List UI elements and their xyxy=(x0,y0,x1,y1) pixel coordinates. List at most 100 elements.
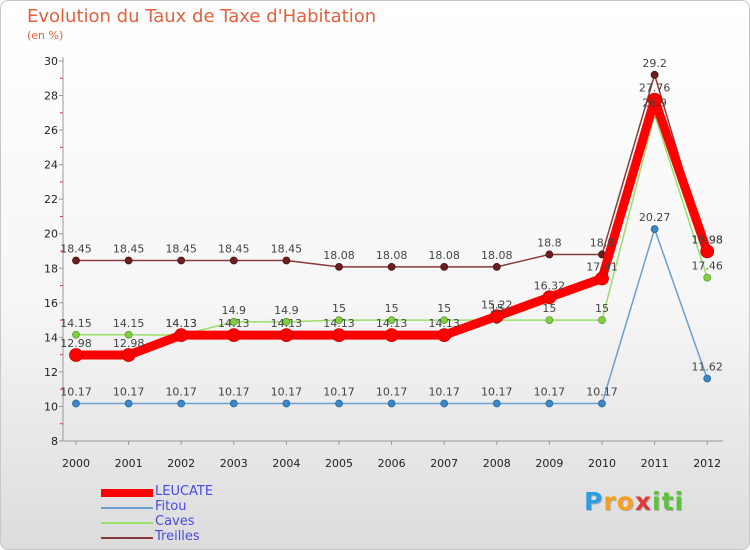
data-label-treilles: 29.2 xyxy=(642,57,667,70)
data-label-fitou: 10.17 xyxy=(323,386,355,399)
data-point-leucate xyxy=(69,348,83,362)
logo-letter: i xyxy=(652,487,662,516)
data-point-leucate xyxy=(332,328,346,343)
data-label-leucate: 14.13 xyxy=(376,317,408,330)
data-point-caves xyxy=(387,316,396,324)
x-tick-label: 2006 xyxy=(378,457,406,470)
data-point-treilles xyxy=(492,262,501,271)
data-point-leucate xyxy=(700,244,715,259)
data-label-leucate: 16.32 xyxy=(534,279,566,292)
data-label-leucate: 12.98 xyxy=(113,337,145,350)
data-label-leucate: 14.13 xyxy=(218,317,250,330)
data-label-caves: 15 xyxy=(490,302,504,315)
data-label-caves: 17.46 xyxy=(691,260,723,273)
data-point-caves xyxy=(335,316,343,324)
y-tick-label: 22 xyxy=(44,193,58,206)
data-label-caves: 14.13 xyxy=(165,317,197,330)
y-tick-label: 28 xyxy=(44,90,58,103)
data-point-caves xyxy=(703,273,712,282)
legend-label: Treilles xyxy=(155,529,200,544)
data-point-caves xyxy=(72,330,80,339)
data-label-caves: 14.15 xyxy=(113,317,145,330)
data-point-fitou xyxy=(124,399,133,408)
data-point-treilles xyxy=(124,256,133,265)
x-tick-label: 2008 xyxy=(483,457,511,470)
data-point-treilles xyxy=(440,262,449,271)
data-point-caves xyxy=(282,317,291,326)
data-point-fitou xyxy=(335,399,343,408)
data-label-fitou: 10.17 xyxy=(60,386,92,399)
data-point-fitou xyxy=(650,225,659,233)
data-label-treilles: 18.45 xyxy=(113,243,145,256)
x-tick-label: 2005 xyxy=(325,457,353,470)
x-tick-label: 2010 xyxy=(588,457,616,470)
data-label-fitou: 10.17 xyxy=(534,386,566,399)
data-label-treilles: 18.08 xyxy=(323,249,355,262)
data-label-fitou: 10.17 xyxy=(165,386,197,399)
data-label-leucate: 14.13 xyxy=(323,317,355,330)
legend-swatch xyxy=(101,489,153,497)
data-label-caves: 26.9 xyxy=(642,97,667,110)
data-label-treilles: 18.45 xyxy=(165,243,197,256)
data-point-fitou xyxy=(703,374,712,383)
data-label-treilles: 18.8 xyxy=(537,236,562,249)
data-label-fitou: 11.62 xyxy=(691,360,723,373)
data-label-caves: 14.9 xyxy=(222,304,247,317)
data-label-treilles: 18.8 xyxy=(590,236,615,249)
x-tick-label: 2004 xyxy=(272,457,300,470)
y-tick-label: 30 xyxy=(44,55,58,68)
data-point-leucate xyxy=(489,309,504,324)
data-point-fitou xyxy=(229,399,238,408)
x-tick-label: 2009 xyxy=(535,457,563,470)
data-point-treilles xyxy=(72,256,80,265)
data-point-fitou xyxy=(282,399,291,408)
y-tick-label: 18 xyxy=(44,262,58,275)
proxiti-logo: Proxiti xyxy=(584,487,684,516)
x-tick-label: 2007 xyxy=(430,457,458,470)
legend-swatch xyxy=(101,522,153,524)
data-point-treilles xyxy=(650,70,659,79)
data-label-leucate: 12.98 xyxy=(60,337,92,350)
data-label-leucate: 18.98 xyxy=(691,233,723,246)
data-label-fitou: 10.17 xyxy=(586,386,618,399)
data-label-leucate: 14.13 xyxy=(271,317,303,330)
y-tick-label: 10 xyxy=(44,400,58,413)
data-point-leucate xyxy=(174,328,189,343)
data-label-fitou: 10.17 xyxy=(428,386,460,399)
x-tick-label: 2001 xyxy=(115,457,143,470)
data-label-treilles: 18.45 xyxy=(60,243,92,256)
data-label-fitou: 20.27 xyxy=(639,211,671,224)
data-label-treilles: 18.08 xyxy=(376,249,408,262)
data-label-leucate: 27.76 xyxy=(639,82,671,95)
legend-swatch xyxy=(101,507,153,509)
data-point-leucate xyxy=(595,271,609,286)
y-tick-label: 8 xyxy=(51,435,58,448)
data-point-fitou xyxy=(545,399,554,408)
logo-letter: x xyxy=(634,487,652,516)
data-label-treilles: 18.08 xyxy=(428,249,460,262)
y-tick-label: 26 xyxy=(44,124,58,137)
data-point-fitou xyxy=(72,399,80,408)
data-point-leucate xyxy=(647,92,662,107)
data-label-caves: 15 xyxy=(332,302,346,315)
data-point-treilles xyxy=(387,262,396,271)
y-tick-label: 20 xyxy=(44,228,58,241)
data-point-leucate xyxy=(437,328,452,343)
chart-unit-label: (en %) xyxy=(27,29,64,42)
y-tick-label: 16 xyxy=(44,297,58,310)
x-tick-label: 2000 xyxy=(62,457,90,470)
data-point-caves xyxy=(598,316,606,324)
x-tick-label: 2011 xyxy=(641,457,669,470)
y-tick-label: 12 xyxy=(44,366,58,379)
logo-letter: i xyxy=(674,487,685,516)
chart-title: Evolution du Taux de Taxe d'Habitation xyxy=(27,6,377,27)
data-point-fitou xyxy=(492,399,501,408)
data-label-caves: 15 xyxy=(595,302,609,315)
data-point-leucate xyxy=(542,290,557,305)
data-label-fitou: 10.17 xyxy=(113,386,145,399)
data-point-fitou xyxy=(387,399,396,408)
data-point-fitou xyxy=(177,399,186,408)
data-point-caves xyxy=(545,316,554,324)
data-point-fitou xyxy=(598,399,606,408)
